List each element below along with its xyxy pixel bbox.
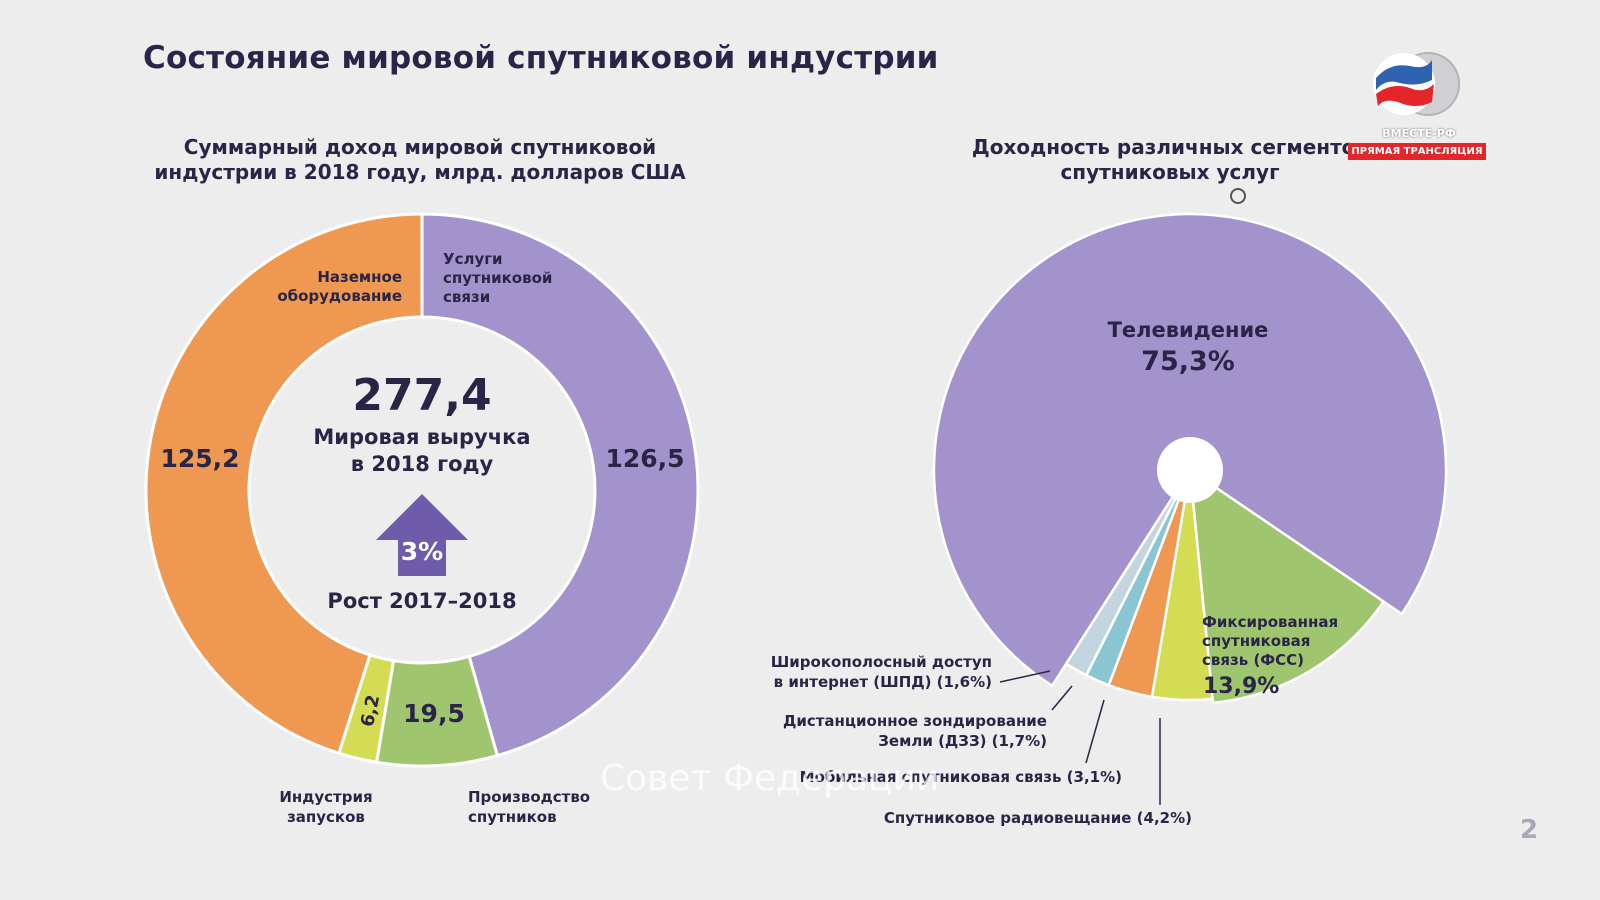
- page-title: Состояние мировой спутниковой индустрии: [143, 40, 939, 76]
- pie-label-0: Телевидение: [1108, 318, 1269, 342]
- page-number: 2: [1520, 815, 1539, 845]
- donut-title-line-1: Суммарный доход мировой спутниковой: [183, 135, 657, 159]
- pie-label-4-line: Спутниковое радиовещание (4,2%): [884, 809, 1192, 827]
- pie-label-5: Фиксированная спутниковая связь (ФСС): [1202, 613, 1338, 669]
- donut-value-1: 19,5: [403, 699, 465, 728]
- growth-label: Рост 2017–2018: [327, 589, 516, 613]
- donut-label-0-line: Услуги: [443, 250, 503, 268]
- donut-label-0: Услуги спутниковой связи: [443, 250, 552, 306]
- pie-leader-1: [999, 670, 1051, 683]
- donut-value-3: 125,2: [160, 444, 239, 473]
- donut-label-2: Индустрия запусков: [279, 788, 372, 826]
- broadcast-logo-icon: [1373, 52, 1460, 116]
- pie-value-0: 75,3%: [1141, 346, 1235, 377]
- pie-leader-3: [1085, 699, 1105, 764]
- donut-label-3-line: оборудование: [277, 287, 402, 305]
- watermark: Совет Федерации: [600, 758, 940, 799]
- pie-label-2-line: Дистанционное зондирование: [783, 712, 1047, 730]
- pie-label-5-line: связь (ФСС): [1202, 651, 1304, 669]
- donut-title-line-2: индустрии в 2018 году, млрд. долларов СШ…: [154, 160, 686, 184]
- pie-label-5-line: спутниковая: [1202, 632, 1310, 650]
- pie-chart: Телевидение 75,3% 13,9%: [932, 212, 1448, 805]
- donut-chart-title: Суммарный доход мировой спутниковой инду…: [140, 135, 700, 185]
- pie-chart-title: Доходность различных сегментов спутников…: [960, 135, 1380, 185]
- live-badge: ПРЯМАЯ ТРАНСЛЯЦИЯ: [1348, 143, 1486, 160]
- pie-label-3: Мобильная спутниковая связь (3,1%): [800, 768, 1122, 786]
- donut-slice-3: [144, 212, 424, 756]
- pie-value-5: 13,9%: [1203, 674, 1279, 699]
- pie-label-2: Дистанционное зондирование Земли (ДЗЗ) (1…: [783, 712, 1047, 750]
- pie-label-3-line: Мобильная спутниковая связь (3,1%): [800, 768, 1122, 786]
- pie-leader-2: [1051, 685, 1073, 711]
- donut-label-3: Наземное оборудование: [277, 268, 402, 305]
- donut-label-1-line: спутников: [468, 808, 557, 826]
- mouse-cursor-icon: [1230, 188, 1246, 204]
- broadcast-brand: ВМЕСТЕ-РФ: [1382, 127, 1456, 140]
- pie-label-1-line: Широкополосный доступ: [771, 653, 992, 671]
- pie-slice-5: [1188, 467, 1386, 705]
- growth-arrow-icon: [376, 494, 468, 576]
- donut-total: 277,4: [352, 370, 491, 421]
- donut-value-0: 126,5: [605, 444, 684, 473]
- pie-center-hole: [1157, 437, 1223, 503]
- pie-title-line-2: спутниковых услуг: [1060, 160, 1280, 184]
- donut-center-label: Мировая выручка в 2018 году: [313, 425, 530, 476]
- pie-title-line-1: Доходность различных сегментов: [971, 135, 1369, 159]
- donut-label-1: Производство спутников: [468, 788, 590, 826]
- donut-label-2-line: запусков: [287, 808, 365, 826]
- donut-center-label-line: в 2018 году: [351, 452, 494, 476]
- donut-slice-0: [420, 212, 700, 758]
- growth-value: 3%: [401, 537, 443, 566]
- pie-label-4: Спутниковое радиовещание (4,2%): [884, 809, 1192, 827]
- donut-label-0-line: связи: [443, 288, 490, 306]
- donut-label-0-line: спутниковой: [443, 269, 552, 287]
- pie-label-5-line: Фиксированная: [1202, 613, 1338, 631]
- donut-label-2-line: Индустрия: [279, 788, 372, 806]
- pie-label-1: Широкополосный доступ в интернет (ШПД) (1…: [771, 653, 992, 691]
- donut-label-3-line: Наземное: [317, 268, 402, 286]
- donut-label-1-line: Производство: [468, 788, 590, 806]
- pie-label-2-line: Земли (ДЗЗ) (1,7%): [878, 732, 1047, 750]
- pie-label-1-line: в интернет (ШПД) (1,6%): [774, 673, 992, 691]
- donut-center-label-line: Мировая выручка: [313, 425, 530, 449]
